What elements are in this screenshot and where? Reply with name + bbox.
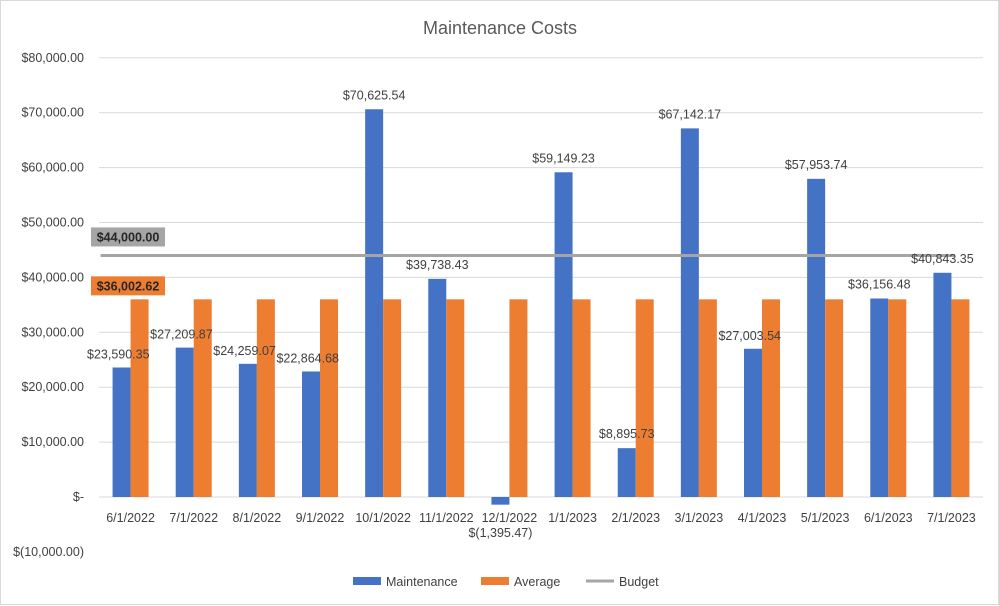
- data-label-maintenance: $67,142.17: [659, 107, 722, 121]
- x-tick-label: 2/1/2023: [611, 511, 660, 525]
- average-callout-box: [91, 276, 165, 296]
- callouts: $44,000.00 $36,002.62: [91, 227, 165, 296]
- bar-average: [130, 299, 149, 497]
- x-tick-label: 6/1/2023: [864, 511, 913, 525]
- bar-maintenance: [175, 347, 194, 497]
- legend-swatch-average: [481, 577, 509, 585]
- bar-average: [509, 299, 528, 497]
- y-tick-label: $70,000.00: [21, 106, 84, 120]
- data-label-maintenance: $(1,395.47): [468, 526, 532, 540]
- y-tick-label: $40,000.00: [21, 270, 84, 284]
- data-label-maintenance: $70,625.54: [343, 88, 406, 102]
- bar-average: [825, 299, 844, 497]
- bar-average: [888, 299, 907, 497]
- x-tick-label: 7/1/2023: [927, 511, 976, 525]
- legend: Maintenance Average Budget: [353, 575, 659, 589]
- data-label-maintenance: $27,209.87: [150, 328, 213, 342]
- data-label-maintenance: $40,843.35: [911, 252, 974, 266]
- x-axis-ticks: 6/1/2022 7/1/2022 8/1/2022 9/1/2022 10/1/202…: [106, 511, 976, 525]
- legend-swatch-maintenance: [353, 577, 381, 585]
- bar-average: [446, 299, 465, 497]
- bar-average: [951, 299, 970, 497]
- bar-maintenance: [870, 298, 889, 497]
- legend-label-budget: Budget: [619, 575, 659, 589]
- bar-average: [256, 299, 275, 497]
- bar-maintenance: [617, 448, 636, 497]
- y-tick-label: $(10,000.00): [13, 545, 84, 559]
- data-labels: $23,590.35$27,209.87$24,259.07$22,864.68…: [87, 88, 974, 540]
- bars: [112, 109, 970, 505]
- bar-maintenance: [933, 272, 952, 497]
- bar-maintenance: [554, 172, 573, 497]
- budget-callout-box: [91, 227, 165, 247]
- x-tick-label: 4/1/2023: [738, 511, 787, 525]
- bar-maintenance: [302, 371, 320, 497]
- bar-maintenance: [807, 178, 826, 497]
- bar-average: [572, 299, 591, 497]
- data-label-maintenance: $23,590.35: [87, 347, 150, 361]
- x-tick-label: 12/1/2022: [482, 511, 538, 525]
- data-label-maintenance: $36,156.48: [848, 278, 911, 292]
- legend-label-maintenance: Maintenance: [386, 575, 458, 589]
- bar-maintenance: [680, 128, 699, 497]
- x-tick-label: 1/1/2023: [548, 511, 597, 525]
- data-label-maintenance: $59,149.23: [532, 151, 595, 165]
- x-tick-label: 9/1/2022: [296, 511, 345, 525]
- data-label-maintenance: $27,003.54: [718, 329, 781, 343]
- bar-maintenance: [744, 348, 762, 497]
- bar-maintenance: [491, 497, 510, 505]
- bar-maintenance: [428, 278, 447, 497]
- bar-average: [635, 299, 654, 497]
- y-tick-label: $30,000.00: [21, 325, 84, 339]
- data-label-maintenance: $39,738.43: [406, 258, 469, 272]
- bar-average: [193, 299, 212, 497]
- y-axis-ticks: $(10,000.00) $- $10,000.00 $20,000.00 $30,00…: [13, 51, 84, 559]
- bar-average: [320, 299, 338, 497]
- data-label-maintenance: $22,864.68: [276, 351, 339, 365]
- y-tick-label: $60,000.00: [21, 161, 84, 175]
- chart-title: Maintenance Costs: [423, 18, 577, 38]
- bar-average: [698, 299, 717, 497]
- y-tick-label: $20,000.00: [21, 380, 84, 394]
- x-tick-label: 8/1/2022: [233, 511, 282, 525]
- x-tick-label: 5/1/2023: [801, 511, 850, 525]
- legend-label-average: Average: [514, 575, 560, 589]
- x-tick-label: 6/1/2022: [106, 511, 155, 525]
- bar-average: [383, 299, 402, 497]
- x-tick-label: 3/1/2023: [675, 511, 724, 525]
- bar-maintenance: [365, 109, 384, 498]
- data-label-maintenance: $57,953.74: [785, 158, 848, 172]
- data-label-maintenance: $8,895.73: [599, 427, 655, 441]
- bar-maintenance: [238, 363, 257, 497]
- y-tick-label: $-: [73, 490, 84, 504]
- bar-maintenance: [112, 367, 131, 497]
- data-label-maintenance: $24,259.07: [213, 344, 276, 358]
- x-tick-label: 7/1/2022: [169, 511, 218, 525]
- y-tick-label: $80,000.00: [21, 51, 84, 65]
- bar-average: [762, 299, 780, 497]
- y-tick-label: $50,000.00: [21, 216, 84, 230]
- average-callout-label: $36,002.62: [97, 279, 160, 293]
- x-tick-label: 10/1/2022: [355, 511, 411, 525]
- x-tick-label: 11/1/2022: [419, 511, 474, 525]
- y-tick-label: $10,000.00: [21, 435, 84, 449]
- budget-callout-label: $44,000.00: [97, 230, 160, 244]
